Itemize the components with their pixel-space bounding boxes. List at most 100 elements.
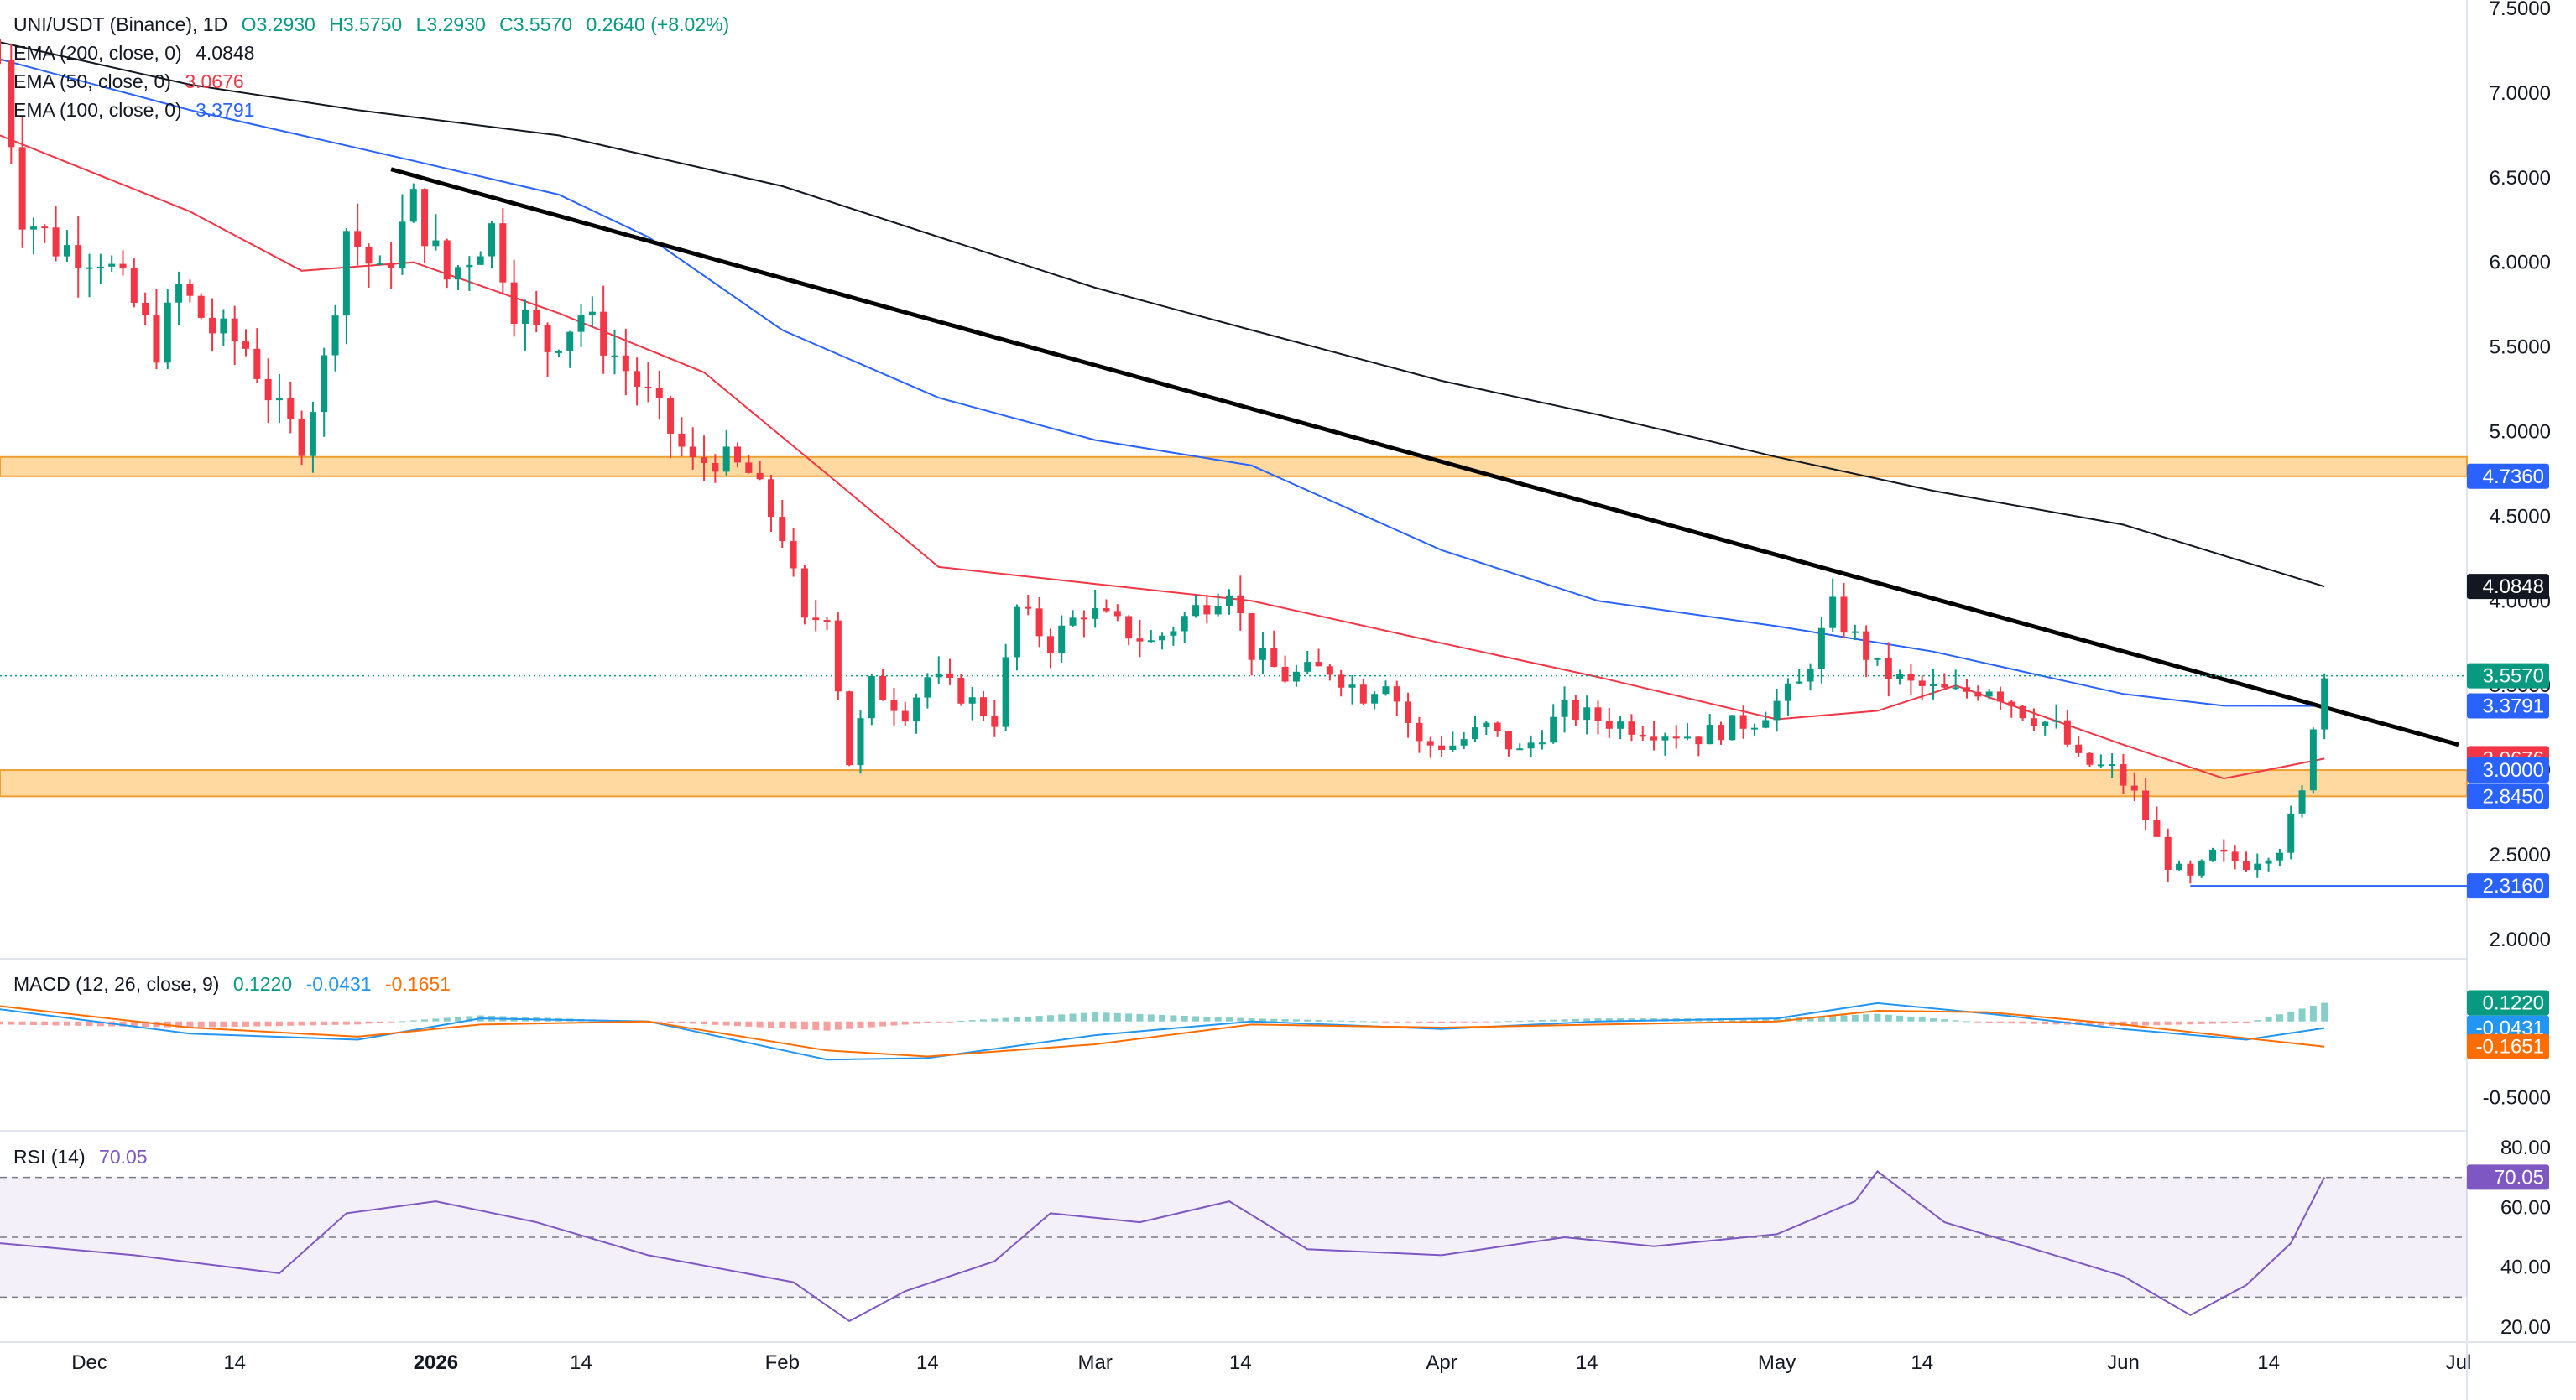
candle-body (521, 310, 529, 324)
candle-body (1974, 691, 1982, 697)
time-tick: 14 (916, 1351, 939, 1374)
macd-histogram-bar (1338, 1020, 1345, 1022)
price-tick: 6.0000 (2490, 252, 2551, 274)
price-tick: 6.5000 (2490, 167, 2551, 190)
macd-histogram-bar (2019, 1021, 2026, 1024)
candle-body (1829, 596, 1837, 628)
macd-histogram-bar (1930, 1018, 1937, 1022)
macd-histogram-bar (41, 1021, 49, 1026)
macd-histogram-bar (86, 1021, 93, 1027)
candle-body (1002, 657, 1009, 727)
macd-histogram-bar (1125, 1013, 1133, 1022)
macd-histogram-bar (253, 1021, 261, 1027)
macd-histogram-bar (1494, 1021, 1501, 1023)
macd-histogram-bar (1762, 1018, 1770, 1022)
candle-body (2321, 678, 2328, 730)
candle-body (376, 263, 383, 266)
low-value: L3.2930 (415, 13, 486, 35)
candle-body (857, 718, 864, 766)
candle-body (443, 240, 451, 280)
candle-body (779, 517, 786, 542)
candle-body (812, 617, 820, 621)
candle-body (298, 419, 305, 456)
macd-histogram-bar (857, 1021, 864, 1028)
macd-legend: MACD (12, 26, close, 9) 0.1220 -0.0431 -… (13, 973, 459, 996)
macd-histogram-bar (2164, 1021, 2172, 1025)
macd-histogram-bar (1025, 1016, 1032, 1022)
macd-histogram-bar (2130, 1021, 2138, 1026)
price-label-bg (2467, 783, 2549, 809)
candle-body (1170, 631, 1177, 636)
candle-body (1684, 736, 1692, 739)
macd-histogram-bar (18, 1021, 26, 1025)
high-value: H3.5750 (329, 13, 403, 35)
candle-body (745, 462, 753, 473)
time-tick: Apr (1426, 1351, 1457, 1374)
macd-histogram-bar (2008, 1021, 2015, 1024)
candle-body (1371, 694, 1379, 704)
candle-body (1840, 596, 1848, 633)
candle-body (41, 226, 49, 229)
time-tick: May (1758, 1351, 1796, 1374)
macd-histogram-bar (2176, 1021, 2183, 1025)
macd-histogram-bar (388, 1021, 395, 1023)
candle-body (96, 266, 104, 268)
time-tick: Feb (765, 1351, 800, 1374)
candle-body (1259, 648, 1266, 660)
macd-histogram-bar (1092, 1012, 1099, 1022)
macd-histogram-bar (1226, 1017, 1233, 1022)
close-value: C3.5570 (499, 13, 573, 35)
rsi-tick: 40.00 (2500, 1257, 2551, 1279)
macd-histogram-bar (432, 1018, 440, 1022)
candle-body (1080, 617, 1087, 620)
macd-histogram-bar (1214, 1017, 1222, 1022)
price-label-bg (2467, 693, 2549, 719)
macd-histogram-bar (879, 1021, 887, 1027)
macd-histogram-bar (957, 1021, 965, 1022)
candle-body (186, 284, 194, 296)
candle-body (209, 317, 216, 334)
macd-histogram-bar (924, 1021, 931, 1023)
macd-histogram-bar (2153, 1021, 2161, 1026)
candle-body (2209, 849, 2216, 861)
candle-body (321, 355, 328, 413)
macd-histogram-bar (1416, 1021, 1423, 1023)
candle-body (655, 388, 663, 398)
macd-histogram-bar (1829, 1016, 1837, 1022)
candle-body (834, 620, 842, 692)
macd-signal-label: -0.1651 (2476, 1036, 2544, 1059)
macd-histogram-bar (2242, 1021, 2250, 1023)
candle-body (1125, 616, 1133, 639)
macd-histogram-bar (800, 1021, 808, 1030)
candle-body (1281, 666, 1289, 682)
price-label: 3.3791 (2483, 695, 2544, 718)
candle-body (1672, 736, 1680, 739)
macd-histogram-bar (1136, 1013, 1144, 1022)
macd-histogram-bar (2097, 1021, 2104, 1026)
candle-body (2242, 861, 2250, 871)
macd-histogram-bar (63, 1021, 70, 1026)
rsi-label: 70.05 (2494, 1166, 2544, 1189)
macd-histogram-bar (1304, 1019, 1311, 1022)
candle-body (197, 295, 205, 318)
candle-body (477, 256, 484, 265)
candle-body (1226, 595, 1233, 606)
candle-body (913, 697, 920, 722)
macd-histogram-bar (1080, 1012, 1087, 1022)
macd-histogram-bar (175, 1021, 183, 1028)
time-tick: Mar (1078, 1351, 1113, 1374)
candle-body (1046, 636, 1054, 653)
macd-histogram-bar (1605, 1018, 1613, 1022)
candle-body (510, 282, 518, 324)
candle-body (1136, 638, 1144, 642)
macd-histogram-bar (2030, 1021, 2037, 1024)
price-tick: 7.0000 (2490, 82, 2551, 105)
macd-histogram-bar (2298, 1008, 2306, 1022)
candle-body (1013, 606, 1020, 658)
candle-body (1192, 605, 1200, 617)
candle-body (1472, 727, 1478, 740)
candle-body (466, 264, 473, 268)
candle-body (52, 227, 60, 257)
candle-body (2198, 860, 2205, 876)
